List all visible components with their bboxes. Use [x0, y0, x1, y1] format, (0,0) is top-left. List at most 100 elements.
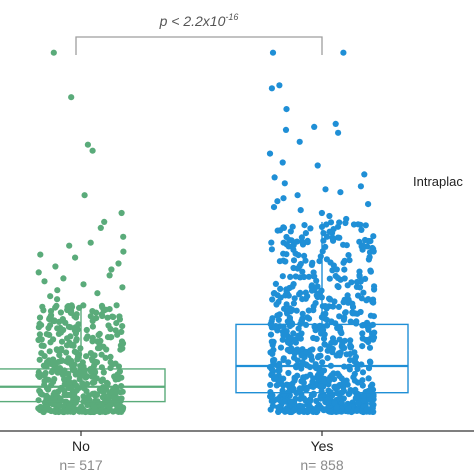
- data-point: [108, 334, 115, 341]
- data-point: [305, 315, 313, 322]
- data-point: [275, 408, 282, 415]
- data-point: [351, 377, 358, 384]
- data-point: [280, 257, 287, 264]
- data-point: [84, 333, 91, 340]
- data-point: [330, 237, 337, 244]
- outlier-point: [283, 106, 290, 113]
- data-point: [303, 373, 310, 380]
- data-point: [296, 402, 303, 409]
- data-point: [369, 381, 376, 388]
- data-point: [102, 354, 109, 361]
- outlier-point: [72, 254, 79, 261]
- points-layer: [35, 49, 378, 416]
- data-point: [103, 379, 111, 386]
- outlier-point: [322, 186, 329, 193]
- data-point: [331, 298, 338, 305]
- data-point: [314, 283, 321, 290]
- data-point: [96, 344, 103, 352]
- data-point: [268, 246, 275, 253]
- data-point: [271, 356, 278, 364]
- data-point: [46, 331, 53, 338]
- data-point: [321, 378, 328, 385]
- data-point: [347, 337, 354, 344]
- data-point: [336, 234, 343, 241]
- data-point: [102, 408, 109, 416]
- data-point: [322, 243, 329, 250]
- data-point: [303, 386, 310, 393]
- data-point: [299, 310, 306, 317]
- data-point: [321, 406, 328, 413]
- data-point: [117, 342, 124, 349]
- data-point: [87, 368, 95, 375]
- data-point: [297, 395, 304, 402]
- data-point: [316, 370, 323, 377]
- data-point: [99, 312, 106, 320]
- data-point: [56, 402, 63, 409]
- data-point: [36, 356, 43, 363]
- data-point: [78, 407, 85, 414]
- outlier-point: [50, 49, 57, 56]
- data-point: [45, 386, 52, 393]
- data-point: [35, 372, 42, 379]
- data-point: [325, 400, 332, 407]
- data-point: [336, 219, 343, 226]
- data-point: [52, 406, 59, 413]
- outlier-point: [365, 201, 372, 208]
- data-point: [93, 375, 100, 382]
- data-point: [58, 338, 66, 345]
- data-point: [347, 318, 354, 325]
- data-point: [296, 291, 303, 298]
- data-point: [336, 336, 343, 343]
- data-point: [353, 318, 360, 325]
- data-point: [43, 363, 50, 370]
- data-point: [307, 225, 314, 232]
- data-point: [336, 372, 343, 380]
- data-point: [300, 273, 308, 281]
- outlier-point: [282, 126, 290, 133]
- data-point: [319, 359, 326, 366]
- data-point: [105, 322, 112, 329]
- data-point: [286, 236, 293, 244]
- outlier-point: [357, 183, 364, 190]
- data-point: [329, 303, 337, 310]
- data-point: [347, 344, 354, 351]
- data-point: [323, 322, 331, 329]
- data-point: [350, 221, 358, 228]
- count-label-no: n= 517: [59, 457, 102, 473]
- outlier-point: [270, 204, 278, 211]
- data-point: [320, 326, 327, 333]
- outlier-point: [41, 278, 48, 285]
- data-point: [329, 345, 336, 352]
- data-point: [302, 257, 309, 264]
- outlier-point: [279, 159, 286, 166]
- data-point: [296, 385, 303, 392]
- data-point: [363, 337, 370, 344]
- data-point: [106, 403, 113, 410]
- significance-bracket: p < 2.2x10-16: [75, 12, 323, 55]
- data-point: [356, 272, 363, 279]
- outlier-point: [87, 239, 94, 246]
- outlier-point: [47, 293, 54, 300]
- data-point: [41, 372, 48, 379]
- data-point: [36, 331, 44, 338]
- data-point: [364, 323, 371, 330]
- outlier-point: [120, 248, 127, 255]
- outlier-point: [311, 123, 318, 130]
- data-point: [116, 313, 123, 320]
- data-point: [362, 275, 369, 282]
- data-point: [317, 383, 324, 390]
- data-point: [286, 348, 293, 355]
- data-point: [116, 368, 123, 375]
- data-point: [367, 312, 374, 319]
- data-point: [355, 400, 362, 407]
- data-point: [359, 242, 366, 249]
- data-point: [70, 404, 77, 411]
- data-point: [291, 295, 298, 302]
- outlier-point: [314, 162, 321, 169]
- data-point: [341, 257, 348, 264]
- data-point: [35, 336, 42, 344]
- data-point: [353, 394, 360, 401]
- outlier-point: [266, 150, 274, 157]
- data-point: [93, 309, 100, 316]
- data-point: [54, 369, 61, 376]
